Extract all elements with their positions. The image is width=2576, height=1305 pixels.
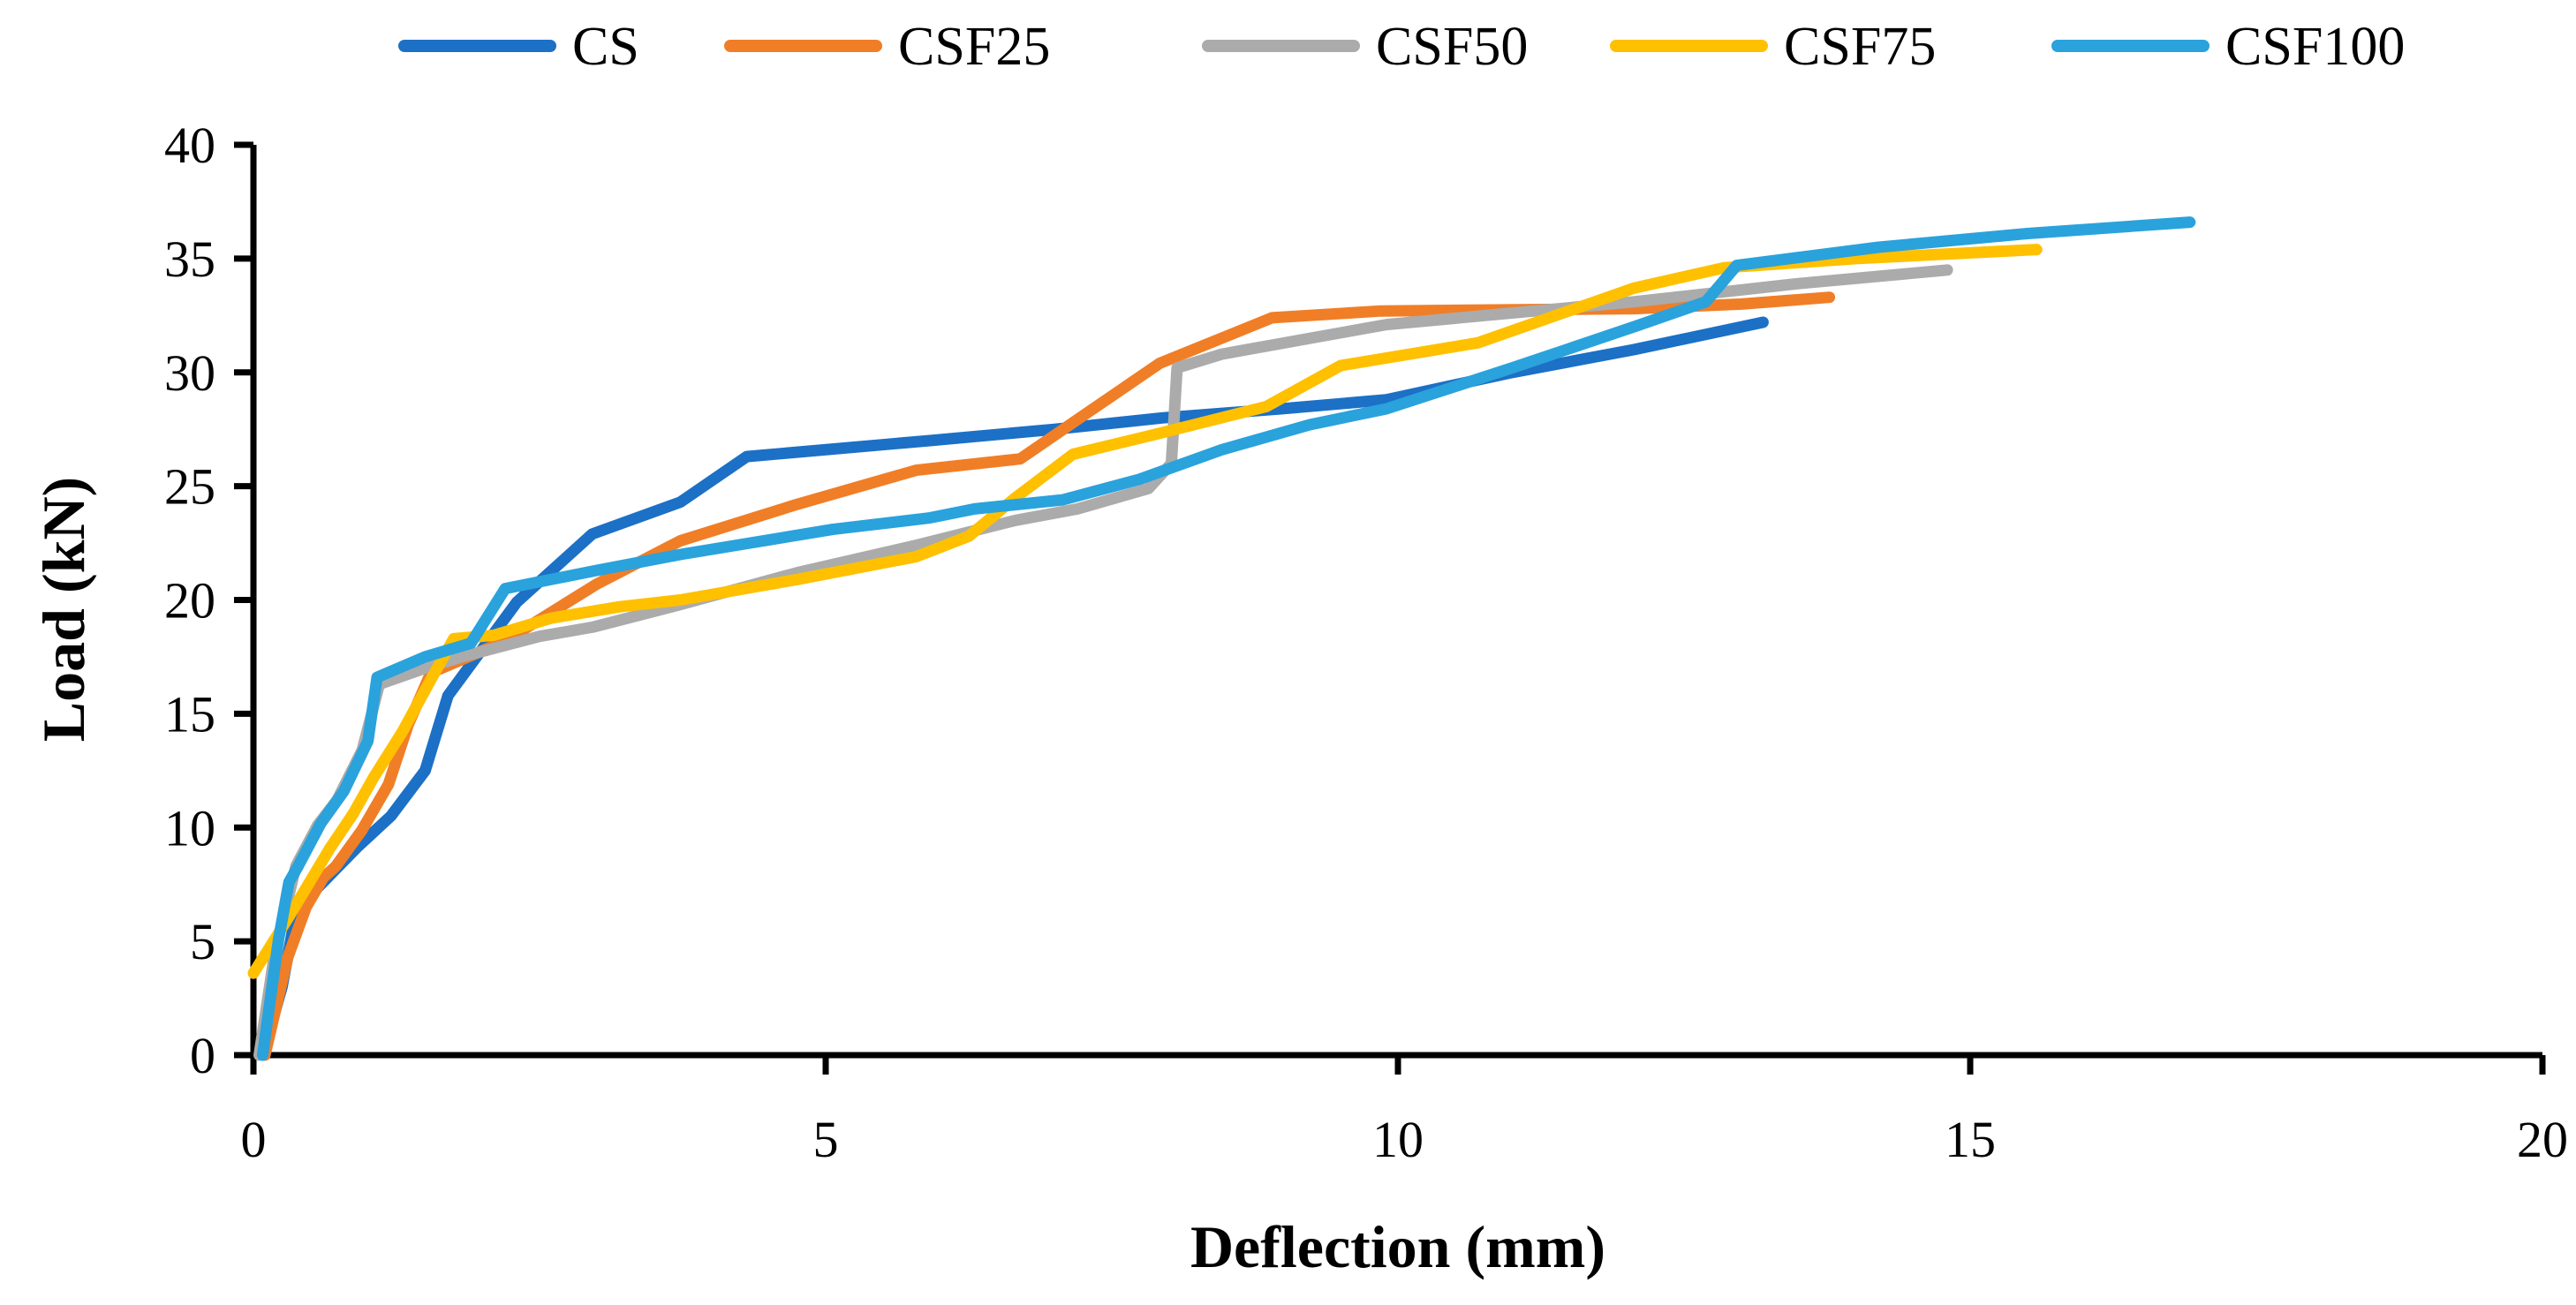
y-tick-label: 20 bbox=[164, 572, 215, 630]
legend-item-CSF75: CSF75 bbox=[1610, 17, 1936, 77]
y-tick-label: 10 bbox=[164, 799, 215, 856]
series-line-CSF25 bbox=[259, 291, 1836, 1061]
x-tick-label: 10 bbox=[1372, 1111, 1424, 1168]
y-tick-label: 15 bbox=[164, 685, 215, 743]
series-line-CS bbox=[256, 316, 1769, 1061]
legend-label-CS: CS bbox=[572, 17, 639, 77]
legend-item-CSF25: CSF25 bbox=[724, 17, 1050, 77]
x-tick-label: 5 bbox=[813, 1111, 839, 1168]
legend-label-CSF50: CSF50 bbox=[1376, 17, 1528, 77]
legend-item-CSF100: CSF100 bbox=[2051, 17, 2405, 77]
x-tick-label: 0 bbox=[241, 1111, 267, 1168]
x-tick-label: 15 bbox=[1945, 1111, 1996, 1168]
y-tick-label: 5 bbox=[190, 913, 215, 970]
series-line-CSF50 bbox=[253, 264, 1953, 1061]
y-axis-title: Load (kN) bbox=[30, 477, 97, 742]
series-line-CSF75 bbox=[247, 244, 2043, 979]
legend-label-CSF25: CSF25 bbox=[898, 17, 1050, 77]
y-tick-label: 25 bbox=[164, 458, 215, 516]
legend-label-CSF100: CSF100 bbox=[2225, 17, 2405, 77]
x-tick-label: 20 bbox=[2517, 1111, 2568, 1168]
legend-item-CSF50: CSF50 bbox=[1202, 17, 1528, 77]
y-tick-label: 35 bbox=[164, 230, 215, 288]
legend-label-CSF75: CSF75 bbox=[1784, 17, 1936, 77]
y-tick-label: 0 bbox=[190, 1027, 215, 1084]
y-tick-label: 30 bbox=[164, 344, 215, 402]
series-line-CSF100 bbox=[256, 216, 2196, 1061]
x-axis-title: Deflection (mm) bbox=[1190, 1213, 1605, 1280]
y-tick-label: 40 bbox=[164, 117, 215, 174]
legend-item-CS: CS bbox=[398, 17, 639, 77]
